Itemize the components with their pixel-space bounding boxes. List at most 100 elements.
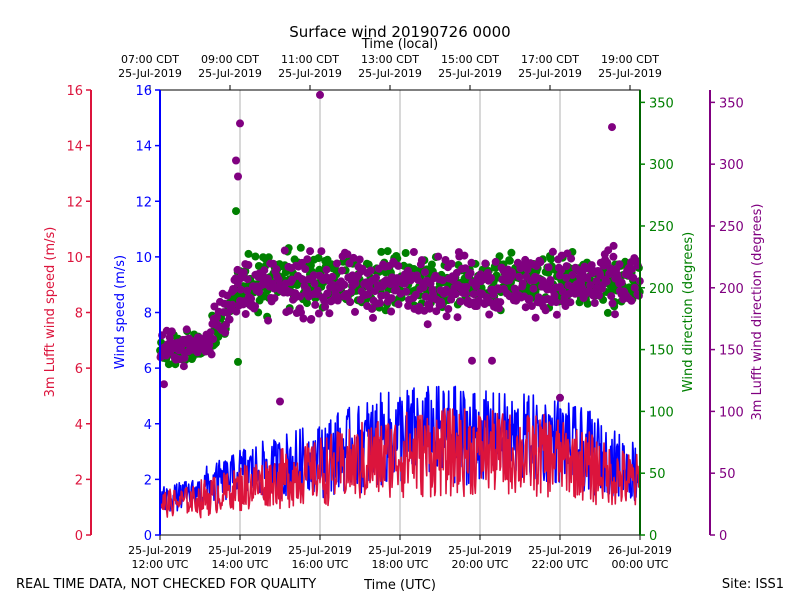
bottom-tick-time: 16:00 UTC (291, 558, 348, 571)
data-point (364, 290, 373, 299)
data-point (274, 275, 283, 284)
wind-speed-axis-tick-label: 16 (135, 84, 152, 99)
data-point (167, 327, 176, 336)
data-point (495, 304, 504, 313)
data-point (567, 254, 576, 263)
data-point (260, 266, 269, 275)
wind-direction-axis-title: Wind direction (degrees) (681, 232, 696, 392)
data-point (552, 298, 561, 307)
data-point (609, 252, 618, 261)
data-point (207, 350, 216, 359)
lufft-direction-axis-title: 3m Lufft wind direction (degrees) (750, 204, 765, 421)
data-point (546, 276, 555, 284)
bottom-tick-date: 25-Jul-2019 (528, 544, 592, 557)
data-point (634, 291, 643, 300)
wind-direction-axis-tick-label: 0 (649, 529, 657, 544)
lufft-speed-axis-tick-label: 10 (66, 251, 83, 266)
data-point (487, 274, 495, 282)
data-point (529, 284, 538, 293)
data-point (243, 286, 252, 295)
data-point (603, 308, 612, 317)
chart-title: Surface wind 20190726 0000 (289, 23, 510, 41)
data-point (531, 313, 540, 322)
data-point (264, 316, 273, 325)
data-point (552, 310, 561, 319)
data-point (617, 278, 626, 287)
data-point (583, 299, 592, 308)
data-point (590, 299, 599, 307)
data-point (370, 287, 379, 296)
data-point (387, 307, 396, 316)
data-point (518, 279, 527, 288)
data-point (299, 314, 308, 323)
data-point (615, 260, 624, 269)
site-label: Site: ISS1 (722, 577, 784, 592)
data-point (472, 282, 481, 291)
data-point (394, 300, 403, 309)
data-point (441, 256, 450, 264)
data-point (468, 356, 476, 365)
data-point (322, 265, 331, 274)
data-point (241, 310, 250, 318)
data-point (306, 247, 315, 256)
data-point (307, 315, 316, 323)
data-point (355, 255, 364, 264)
data-point (347, 287, 355, 296)
bottom-tick-time: 18:00 UTC (371, 558, 428, 571)
wind-speed-axis-tick-label: 14 (135, 140, 152, 155)
data-point (432, 307, 441, 316)
data-point (209, 335, 218, 343)
data-point (285, 306, 294, 315)
data-point (423, 320, 432, 329)
lufft-speed-axis-title: 3m Lufft wind speed (m/s) (43, 227, 58, 398)
bottom-tick-time: 00:00 UTC (611, 558, 668, 571)
series-lufft-direction (156, 90, 644, 406)
data-point (445, 288, 454, 297)
top-tick-time: 19:00 CDT (601, 53, 659, 66)
data-point (495, 252, 504, 261)
data-point (421, 268, 429, 277)
data-point (369, 313, 377, 322)
data-point (566, 298, 575, 307)
data-point (595, 291, 603, 300)
data-point (400, 279, 409, 288)
data-point (481, 259, 490, 268)
data-point (608, 299, 617, 308)
wind-speed-axis-tick-label: 8 (144, 307, 152, 322)
data-point (527, 302, 536, 310)
x-axis-title: Time (UTC) (363, 578, 436, 593)
data-point (383, 247, 392, 256)
top-axis-label: Time (local) (361, 37, 438, 52)
data-point (164, 360, 173, 369)
data-point (402, 287, 411, 296)
plot-area (156, 90, 644, 519)
data-point (263, 274, 272, 283)
data-point (206, 328, 215, 337)
data-point (583, 274, 592, 283)
data-point (221, 328, 230, 337)
data-point (251, 252, 260, 261)
data-point (229, 285, 238, 294)
data-point (485, 310, 494, 319)
data-point (239, 268, 248, 277)
wind-direction-axis-tick-label: 350 (649, 96, 674, 111)
data-point (596, 271, 605, 280)
data-point (316, 90, 324, 99)
data-point (505, 256, 514, 265)
data-point (401, 249, 410, 257)
wind-direction-axis-tick-label: 300 (649, 158, 674, 173)
data-point (232, 156, 240, 165)
bottom-tick-time: 14:00 UTC (211, 558, 268, 571)
data-point (508, 270, 517, 279)
data-point (179, 362, 188, 371)
data-point (296, 292, 304, 301)
wind-direction-axis-tick-label: 200 (649, 282, 674, 297)
data-point (568, 271, 577, 279)
data-point (160, 380, 168, 389)
data-point (491, 257, 500, 266)
data-point (586, 281, 595, 290)
top-tick-date: 25-Jul-2019 (278, 67, 342, 80)
data-point (387, 294, 396, 303)
data-point (343, 250, 352, 259)
